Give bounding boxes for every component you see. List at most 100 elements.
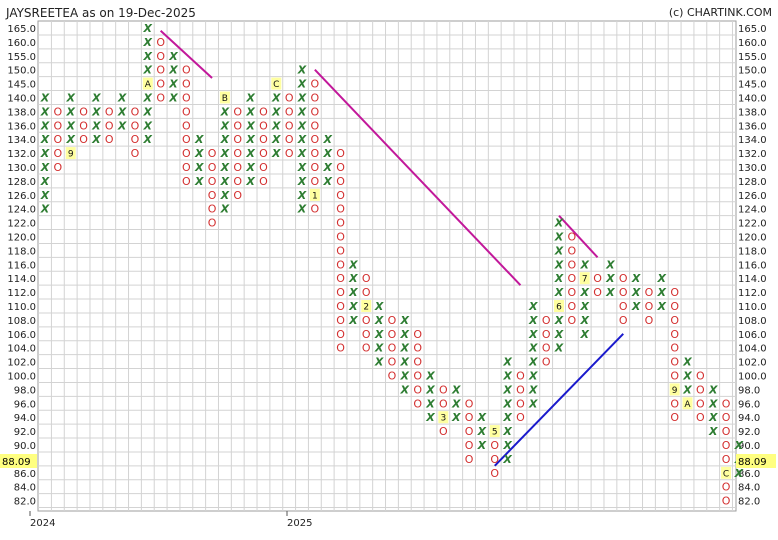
o-box: O	[233, 161, 242, 174]
x-box: X	[605, 272, 615, 285]
x-box: X	[528, 383, 538, 396]
month-marker-label: 1	[312, 191, 318, 201]
month-marker-box	[721, 466, 732, 479]
o-box: O	[413, 370, 422, 383]
x-box: X	[40, 189, 50, 202]
y-tick-label: 106.0	[7, 330, 36, 341]
month-marker-label: B	[222, 94, 228, 104]
x-box: X	[528, 328, 538, 341]
month-marker-label: 5	[492, 428, 498, 438]
x-box: X	[117, 119, 127, 132]
x-box: X	[451, 397, 461, 410]
price-tag-right: 88.09	[738, 457, 767, 468]
o-box: O	[722, 495, 731, 508]
x-box: X	[554, 231, 564, 244]
o-box: O	[182, 92, 191, 105]
o-box: O	[311, 119, 320, 132]
month-marker-box	[554, 300, 564, 312]
x-box: X	[374, 356, 384, 369]
x-axis: 2024 2025	[29, 511, 312, 529]
month-marker-box	[219, 91, 230, 104]
x-box: X	[40, 92, 50, 105]
month-marker-box	[489, 425, 500, 438]
x-box: X	[143, 92, 153, 105]
y-tick-label: 84.0	[738, 483, 760, 494]
month-marker-box	[142, 77, 153, 90]
x-box: X	[708, 397, 718, 410]
o-box: O	[131, 133, 140, 146]
x-box: X	[91, 133, 101, 146]
x-box: X	[425, 370, 435, 383]
o-box: O	[568, 244, 577, 257]
x-box: X	[40, 175, 50, 188]
y-tick-label: 122.0	[738, 219, 767, 230]
x-box: X	[40, 161, 50, 174]
o-box: O	[182, 175, 191, 188]
x-box: X	[143, 133, 153, 146]
x-box: X	[348, 272, 358, 285]
o-box: O	[542, 328, 551, 341]
x-box: X	[65, 119, 75, 132]
month-marker-label: C	[723, 469, 729, 479]
y-tick-label: 102.0	[7, 358, 36, 369]
o-box: O	[696, 370, 705, 383]
y-tick-label: 102.0	[738, 358, 767, 369]
o-box: O	[362, 286, 371, 299]
y-tick-label: 126.0	[738, 191, 767, 202]
x-box: X	[477, 439, 487, 452]
x-box: X	[245, 147, 255, 160]
x-box: X	[65, 105, 75, 118]
y-tick-label: 94.0	[738, 413, 760, 424]
o-box: O	[465, 439, 474, 452]
x-box: X	[194, 161, 204, 174]
x-box: X	[117, 105, 127, 118]
trendline	[159, 30, 213, 79]
o-box: O	[182, 64, 191, 77]
o-box: O	[336, 342, 345, 355]
y-tick-label: 92.0	[14, 427, 36, 438]
o-box: O	[670, 300, 679, 313]
o-box: O	[439, 383, 448, 396]
o-box: O	[542, 356, 551, 369]
o-box: O	[156, 92, 165, 105]
o-box: O	[311, 92, 320, 105]
x-box: X	[554, 286, 564, 299]
price-tag-left-bg	[0, 454, 37, 468]
o-box: O	[645, 314, 654, 327]
price-tag-left: 88.09	[2, 457, 31, 468]
o-box: O	[516, 370, 525, 383]
o-box: O	[722, 439, 731, 452]
x-box: X	[271, 147, 281, 160]
y-tick-label: 96.0	[738, 399, 760, 410]
o-box: O	[311, 78, 320, 91]
o-box: O	[362, 342, 371, 355]
o-box: O	[182, 105, 191, 118]
x-box: X	[194, 147, 204, 160]
o-box: O	[568, 272, 577, 285]
x-box: X	[220, 147, 230, 160]
o-box: O	[233, 147, 242, 160]
o-box: O	[208, 175, 217, 188]
y-tick-label: 136.0	[738, 121, 767, 132]
x-box: X	[168, 78, 178, 91]
o-box: O	[542, 342, 551, 355]
y-tick-label: 96.0	[14, 399, 36, 410]
o-box: O	[362, 272, 371, 285]
x-box: X	[220, 133, 230, 146]
o-box: O	[722, 411, 731, 424]
o-box: O	[105, 119, 114, 132]
x-box: X	[297, 105, 307, 118]
x-box: X	[348, 286, 358, 299]
x-box: X	[271, 133, 281, 146]
x-box: X	[220, 175, 230, 188]
o-box: O	[413, 383, 422, 396]
y-tick-label: 132.0	[7, 149, 36, 160]
price-tag-right-bg	[736, 454, 776, 468]
y-tick-label: 104.0	[7, 344, 36, 355]
x-box: X	[502, 411, 512, 424]
o-box: O	[516, 397, 525, 410]
o-box: O	[670, 411, 679, 424]
o-box: O	[593, 286, 602, 299]
y-tick-label: 160.0	[738, 38, 767, 49]
